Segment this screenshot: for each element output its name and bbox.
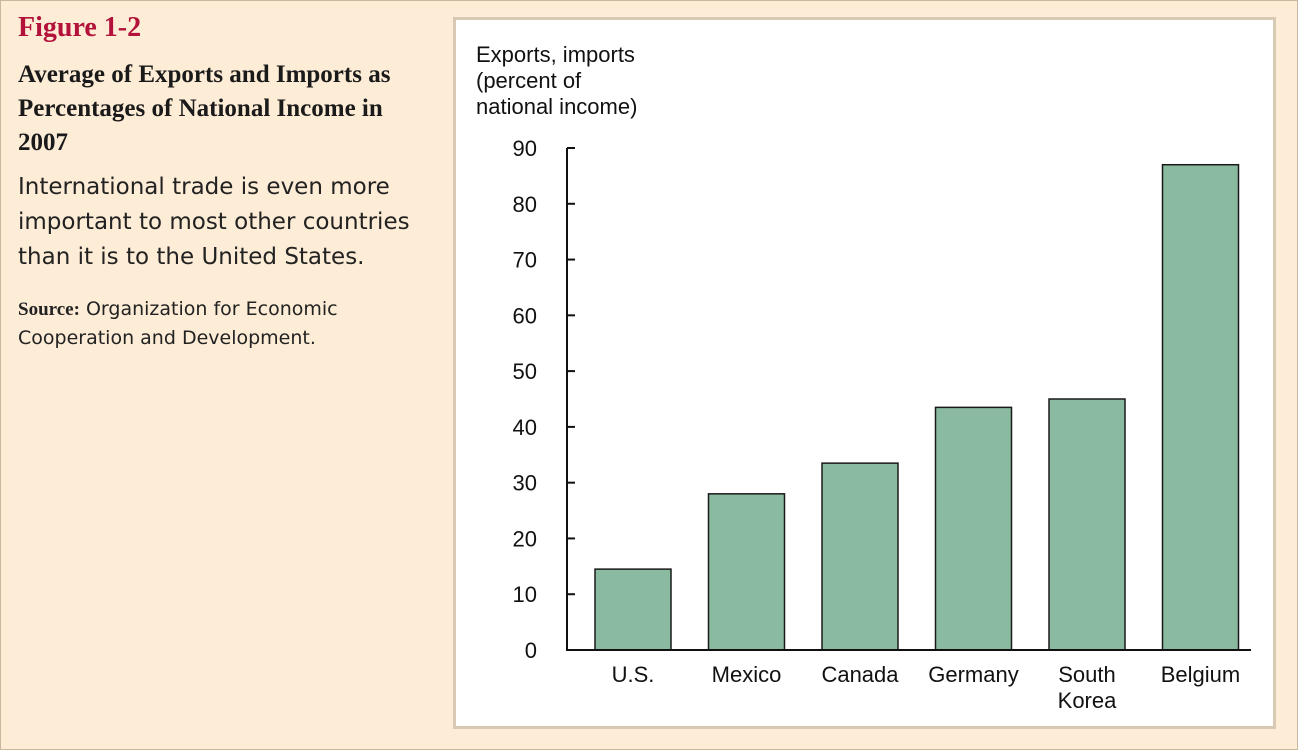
x-tick-label: Belgium bbox=[1161, 662, 1240, 687]
bar bbox=[1048, 398, 1126, 651]
y-tick-label: 50 bbox=[513, 359, 537, 384]
bar bbox=[1161, 163, 1240, 651]
figure-caption: Figure 1-2 Average of Exports and Import… bbox=[18, 12, 428, 353]
x-tick-label: Mexico bbox=[712, 662, 782, 687]
y-axis-label-line: (percent of bbox=[476, 68, 582, 93]
x-tick-label: U.S. bbox=[612, 662, 655, 687]
x-tick-label: South bbox=[1058, 662, 1116, 687]
bar bbox=[934, 406, 1013, 651]
x-tick-label: Germany bbox=[928, 662, 1018, 687]
y-tick-label: 60 bbox=[513, 303, 537, 328]
figure-source: Source: Organization for Economic Cooper… bbox=[18, 295, 368, 353]
y-tick-label: 20 bbox=[513, 526, 537, 551]
source-label: Source: bbox=[18, 299, 80, 320]
x-tick-label: Canada bbox=[821, 662, 899, 687]
y-axis-label-line: national income) bbox=[476, 94, 638, 119]
source-text: Organization for Economic Cooperation an… bbox=[18, 298, 338, 349]
bar bbox=[707, 493, 786, 651]
figure-label: Figure 1-2 bbox=[18, 12, 142, 43]
y-tick-label: 90 bbox=[513, 136, 537, 161]
y-axis-label: Exports, imports (percent of national in… bbox=[476, 42, 706, 120]
y-tick-label: 80 bbox=[513, 192, 537, 217]
figure-description: International trade is even more importa… bbox=[18, 174, 410, 270]
bar bbox=[821, 462, 899, 651]
y-axis-label-line: Exports, imports bbox=[476, 42, 635, 67]
figure-title: Average of Exports and Imports as Percen… bbox=[18, 61, 391, 156]
x-tick-label: Korea bbox=[1058, 688, 1117, 713]
y-tick-label: 10 bbox=[513, 582, 537, 607]
y-tick-label: 70 bbox=[513, 248, 537, 273]
y-tick-label: 0 bbox=[525, 638, 537, 663]
bar bbox=[594, 568, 672, 651]
y-tick-label: 30 bbox=[513, 471, 537, 496]
y-tick-label: 40 bbox=[513, 415, 537, 440]
